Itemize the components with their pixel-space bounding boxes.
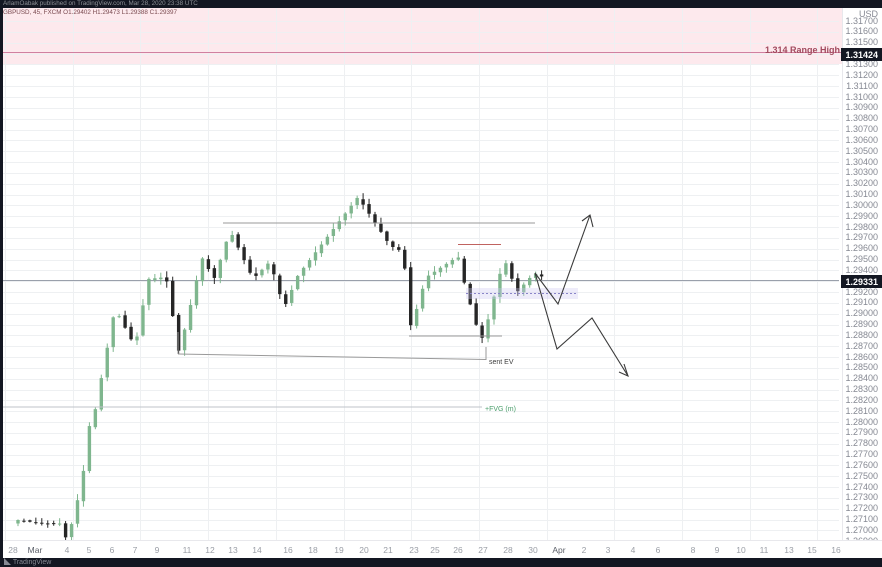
svg-text:+FVG (m): +FVG (m) [485, 406, 516, 413]
svg-text:sent EV: sent EV [489, 359, 514, 366]
